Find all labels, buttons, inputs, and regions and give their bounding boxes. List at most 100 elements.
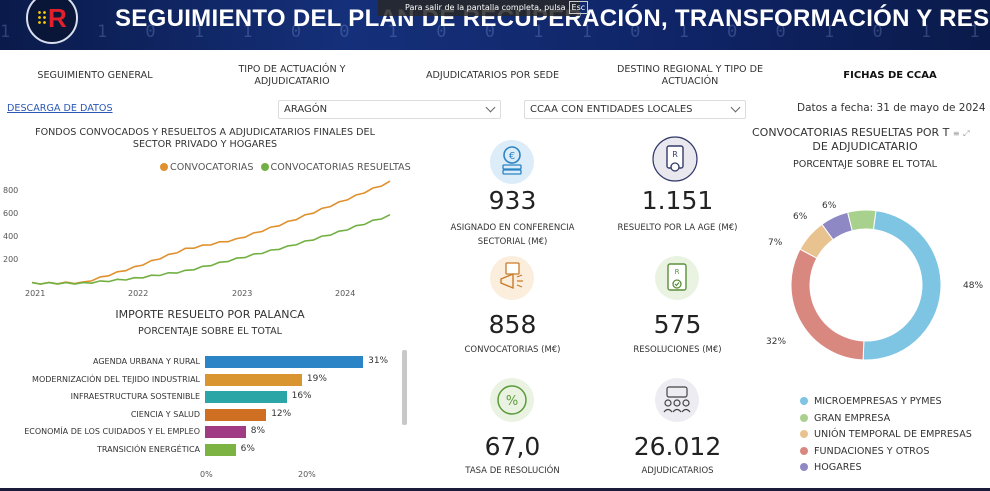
kpi-label: ASIGNADO EN CONFERENCIA SECTORIAL (M€)	[450, 223, 575, 247]
bar-label: AGENDA URBANA Y RURAL	[93, 357, 200, 366]
bar-value-label: 8%	[250, 426, 266, 436]
legend-item[interactable]: HOGARES	[800, 462, 862, 473]
donut-label: 32%	[766, 337, 787, 347]
kpi-value: 858	[488, 310, 537, 339]
legend-label: FUNDACIONES Y OTROS	[814, 445, 930, 457]
x-tick: 2021	[25, 289, 46, 298]
tab-label: SEGUIMIENTO GENERAL	[37, 70, 153, 81]
donut-title: CONVOCATORIAS RESUELTAS POR T ≡ ⤢	[745, 127, 975, 140]
kpi-label: TASA DE RESOLUCIÓN	[465, 466, 560, 476]
focus-mode-icon[interactable]: ⤢	[963, 129, 970, 138]
bar[interactable]	[205, 391, 287, 403]
x-tick: 0%	[200, 470, 213, 479]
bar[interactable]	[205, 426, 246, 438]
region-select-value: ARAGÓN	[284, 104, 328, 115]
bar[interactable]	[205, 443, 236, 456]
bar-value-label: 19%	[306, 373, 327, 384]
bar-chart-title: IMPORTE RESUELTO POR PALANCA	[115, 308, 305, 321]
legend-label: MICROEMPRESAS Y PYMES	[814, 396, 942, 407]
kpi-value: 933	[488, 186, 537, 215]
tab-seguimiento-general[interactable]: SEGUIMIENTO GENERAL	[30, 70, 160, 82]
x-tick: 2022	[128, 289, 149, 298]
bar-label: CIENCIA Y SALUD	[130, 409, 200, 419]
bar[interactable]	[205, 356, 364, 368]
legend-dot-resueltas	[260, 163, 269, 171]
x-tick: 2023	[232, 289, 253, 298]
tab-label: DESTINO REGIONAL Y TIPO DE ACTUACIÓN	[616, 64, 764, 87]
legend-item[interactable]: MICROEMPRESAS Y PYMES	[800, 396, 942, 407]
tab-label: TIPO DE ACTUACIÓN Y ADJUDICATARIO	[238, 64, 346, 87]
legend-item[interactable]: FUNDACIONES Y OTROS	[800, 446, 929, 457]
x-tick: 20%	[298, 470, 316, 479]
svg-text:%: %	[506, 394, 518, 409]
bar[interactable]	[205, 408, 267, 421]
eu-stars-icon	[37, 10, 47, 26]
donut-subtitle: PORCENTAJE SOBRE EL TOTAL	[793, 159, 937, 170]
donut-label: 7%	[768, 238, 783, 248]
kpi-label: ADJUDICATARIOS	[641, 466, 714, 476]
scrollbar[interactable]	[402, 350, 407, 425]
legend-dot	[800, 463, 808, 471]
bar-label: INFRAESTRUCTURA SOSTENIBLE	[70, 392, 200, 401]
chevron-down-icon	[485, 102, 496, 113]
series-line-0	[31, 180, 391, 285]
kpi-value: 67,0	[484, 432, 541, 461]
svg-text:R: R	[672, 150, 678, 159]
kpi-label: CONVOCATORIAS (M€)	[464, 345, 561, 355]
chevron-down-icon	[730, 102, 741, 113]
bar-value-label: 12%	[271, 408, 292, 419]
legend-label: HOGARES	[814, 462, 862, 473]
legend-dot	[800, 413, 808, 422]
download-data-link[interactable]: DESCARGA DE DATOS	[7, 103, 113, 114]
donut-slice[interactable]	[847, 209, 877, 232]
region-select[interactable]: ARAGÓN	[278, 100, 501, 119]
legend-label: GRAN EMPRESA	[814, 412, 891, 424]
bar-label: MODERNIZACIÓN DEL TEJIDO INDUSTRIAL	[32, 374, 200, 384]
legend-item[interactable]: GRAN EMPRESA	[800, 413, 890, 424]
entity-select[interactable]: CCAA CON ENTIDADES LOCALES	[524, 100, 746, 119]
kpi-label: RESUELTO POR LA AGE (M€)	[617, 223, 738, 233]
bar-value-label: 31%	[368, 356, 389, 366]
percent-icon: %	[490, 378, 534, 422]
document-check-icon: R	[655, 256, 699, 300]
y-tick: 200	[3, 255, 19, 264]
donut-slice[interactable]	[862, 210, 942, 361]
legend-item[interactable]: UNIÓN TEMPORAL DE EMPRESAS	[800, 429, 972, 440]
svg-text:R: R	[675, 268, 680, 276]
bar-label: ECONOMÍA DE LOS CUIDADOS Y EL EMPLEO	[24, 427, 200, 436]
legend-dot	[800, 430, 808, 438]
donut-label: 6%	[793, 212, 808, 222]
series-line-1	[31, 213, 391, 285]
tab-destino-regional[interactable]: DESTINO REGIONAL Y TIPO DE ACTUACIÓN	[600, 64, 780, 88]
svg-text:€: €	[509, 151, 515, 162]
legend-label: UNIÓN TEMPORAL DE EMPRESAS	[814, 429, 972, 440]
y-tick: 600	[3, 209, 19, 218]
filter-icon[interactable]: ≡	[952, 129, 960, 138]
people-icon	[655, 378, 699, 422]
bar[interactable]	[205, 373, 302, 386]
legend-dot	[800, 397, 808, 405]
tab-adjudicatarios-sede[interactable]: ADJUDICATARIOS POR SEDE	[415, 70, 570, 82]
donut-title-line2: DE ADJUDICATARIO	[812, 140, 918, 153]
certificate-icon: R	[652, 136, 698, 182]
esc-key-badge: Esc	[568, 1, 589, 14]
entity-select-value: CCAA CON ENTIDADES LOCALES	[530, 104, 693, 115]
tab-fichas-ccaa[interactable]: FICHAS DE CCAA	[825, 70, 955, 82]
kpi-value: 26.012	[633, 432, 722, 461]
logo: R	[26, 0, 78, 44]
bar-value-label: 16%	[291, 391, 312, 401]
y-tick: 800	[3, 186, 19, 195]
donut-slice[interactable]	[790, 248, 865, 361]
banner-digits: 1 0 1 0 1 1 0 0 1 0 0 1 1 0 1 0 0 1 0 1 …	[0, 22, 990, 42]
tab-tipo-actuacion[interactable]: TIPO DE ACTUACIÓN Y ADJUDICATARIO	[222, 64, 362, 88]
donut-label: 48%	[963, 281, 984, 291]
donut-chart	[790, 209, 942, 361]
line-chart-title: FONDOS CONVOCADOS Y RESUELTOS A ADJUDICA…	[35, 127, 375, 150]
bar-chart-subtitle: PORCENTAJE SOBRE EL TOTAL	[138, 326, 282, 337]
fullscreen-toast: Para salir de la pantalla completa, puls…	[378, 0, 589, 16]
kpi-label: RESOLUCIONES (M€)	[633, 345, 722, 355]
legend-label: CONVOCATORIAS RESUELTAS	[270, 162, 411, 173]
legend-dot	[800, 446, 808, 455]
donut-label: 6%	[822, 201, 837, 211]
header-banner: 1 0 1 0 1 1 0 0 1 0 0 1 1 0 1 0 0 1 0 1 …	[0, 0, 990, 50]
